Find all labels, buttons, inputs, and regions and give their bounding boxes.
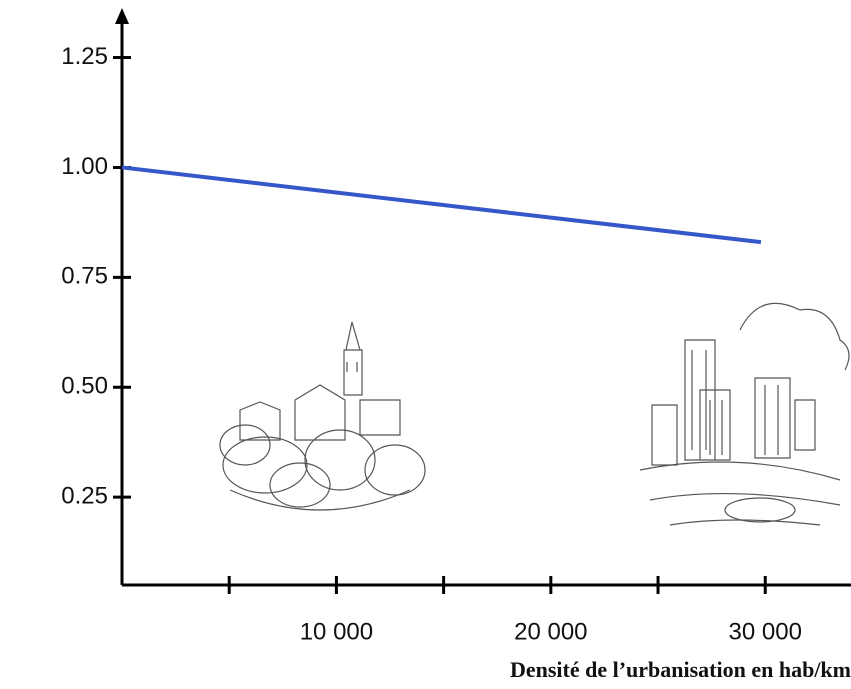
data-line (121, 165, 762, 245)
y-tick-label: 0.50 (61, 373, 108, 400)
y-tick-label: 1.00 (61, 153, 108, 180)
y-tick-label: 0.75 (61, 263, 108, 290)
y-tick-label: 1.25 (61, 43, 108, 70)
village-illustration (219, 321, 426, 511)
y-tick-label: 0.25 (61, 482, 108, 509)
x-tick-label: 30 000 (729, 618, 802, 645)
x-axis-label: Densité de l’urbanisation en hab/km (510, 657, 851, 682)
x-tick-label: 10 000 (300, 618, 373, 645)
city-illustration (639, 302, 850, 526)
y-axis-arrow (115, 8, 129, 24)
x-tick-label: 20 000 (514, 618, 587, 645)
